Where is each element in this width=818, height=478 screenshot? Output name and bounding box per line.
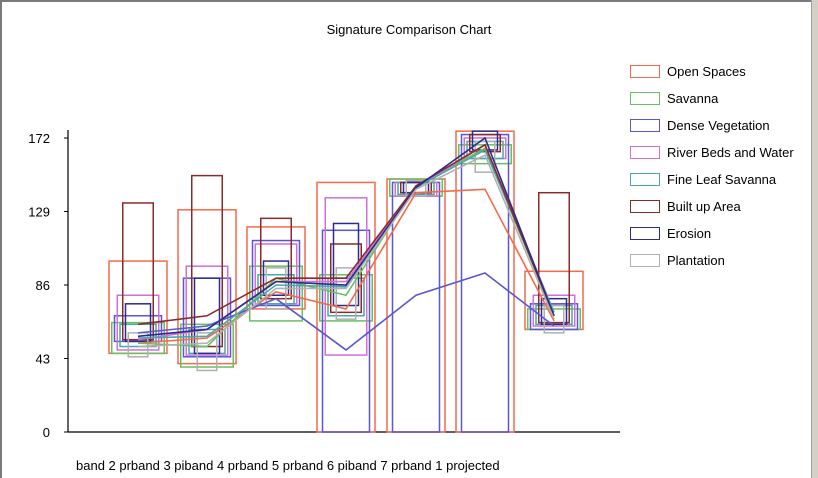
series-line <box>137 143 555 326</box>
legend-label: Savanna <box>667 91 719 106</box>
legend-item: Erosion <box>630 220 818 247</box>
legend-label: Erosion <box>667 226 712 241</box>
range-box <box>319 273 373 322</box>
legend-swatch <box>630 146 660 159</box>
legend-swatch <box>630 200 660 213</box>
legend-label: Dense Vegetation <box>667 118 770 133</box>
legend-item: Dense Vegetation <box>630 112 818 139</box>
range-box <box>474 140 496 173</box>
range-box <box>196 332 218 372</box>
legend-item: Plantation <box>630 247 818 274</box>
y-tick-label: 0 <box>43 425 50 440</box>
legend-swatch <box>630 227 660 240</box>
scrollbar-edge[interactable] <box>811 0 818 478</box>
range-box <box>324 197 368 356</box>
y-tick-label: 172 <box>28 131 50 146</box>
chart-title: Signature Comparison Chart <box>326 22 492 37</box>
legend-label: Built up Area <box>667 199 741 214</box>
legend-item: River Beds and Water <box>630 139 818 166</box>
chart-legend: Open Spaces Savanna Dense Vegetation River … <box>630 58 818 274</box>
series-line <box>137 147 555 348</box>
series-line <box>137 188 555 344</box>
legend-item: Built up Area <box>630 193 818 220</box>
y-tick-label: 43 <box>36 352 50 367</box>
legend-label: Open Spaces <box>667 64 746 79</box>
legend-item: Fine Leaf Savanna <box>630 166 818 193</box>
range-box <box>251 239 301 307</box>
x-axis-tick-labels: band 2 prband 3 piband 4 prband 5 prband… <box>76 458 500 473</box>
legend-item: Savanna <box>630 85 818 112</box>
range-box <box>455 130 515 433</box>
legend-swatch <box>630 173 660 186</box>
range-box <box>249 265 303 322</box>
legend-label: Plantation <box>667 253 725 268</box>
range-box <box>529 303 579 331</box>
range-box <box>260 217 292 300</box>
legend-swatch <box>630 254 660 267</box>
series-line <box>137 272 555 351</box>
range-box <box>405 179 427 197</box>
y-tick-label: 86 <box>36 278 50 293</box>
range-box <box>177 209 237 365</box>
range-box <box>191 174 223 348</box>
legend-swatch <box>630 65 660 78</box>
legend-swatch <box>630 119 660 132</box>
legend-label: River Beds and Water <box>667 145 794 160</box>
range-box <box>538 191 570 324</box>
legend-item: Open Spaces <box>630 58 818 85</box>
range-box <box>116 294 160 351</box>
range-box <box>257 273 295 305</box>
range-box <box>193 277 221 355</box>
legend-swatch <box>630 92 660 105</box>
series-line <box>137 153 555 348</box>
series-line <box>137 136 555 338</box>
series-line <box>137 148 555 339</box>
range-box <box>185 265 229 356</box>
legend-label: Fine Leaf Savanna <box>667 172 777 187</box>
range-box <box>540 297 568 326</box>
series-line <box>137 143 555 341</box>
range-box <box>122 202 154 341</box>
y-tick-label: 129 <box>28 205 50 220</box>
